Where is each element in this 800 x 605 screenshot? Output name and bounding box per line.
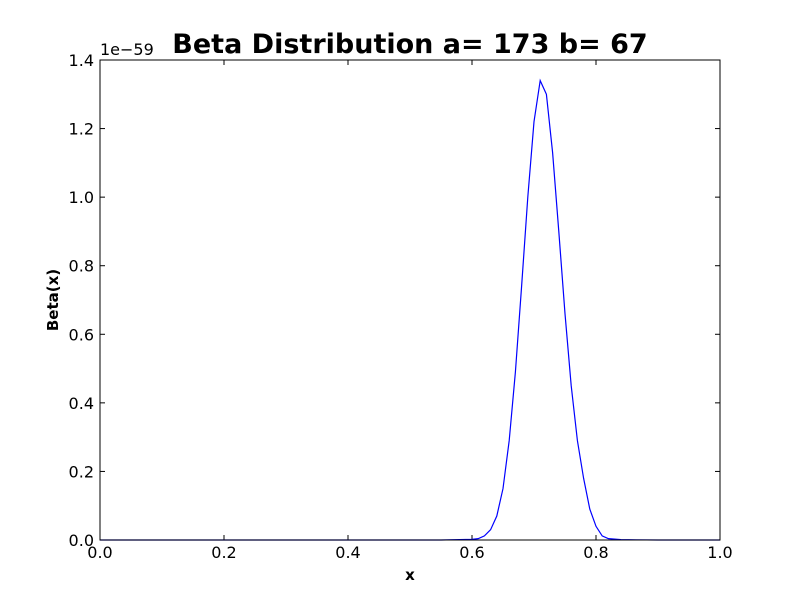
y-tick-label: 0.8 [69,257,94,276]
series-layer [100,78,720,541]
y-tick-label: 0.4 [69,394,94,413]
y-tick-label: 1.0 [69,188,94,207]
ticks-layer: 0.0 0.2 0.4 0.6 0.8 1.0 0.0 0.2 0.4 0.6 0.8 1.0 1.2 1… [69,51,733,562]
series-line [100,78,720,541]
y-tick-label: 0.6 [69,325,94,344]
y-tick-label: 0.2 [69,462,94,481]
x-axis-label: x [405,566,415,584]
y-tick-label: 1.4 [69,51,94,70]
y-tick-label: 1.2 [69,120,94,139]
chart-title: Beta Distribution a= 173 b= 67 [172,29,647,60]
x-tick-label: 0.2 [211,543,236,562]
x-tick-label: 0.4 [335,543,360,562]
plot-area [100,60,720,540]
y-tick-label: 0.0 [69,531,94,550]
y-axis-label: Beta(x) [44,269,62,331]
plot-frame [99,59,721,541]
y-axis-offset-text: 1e−59 [100,40,154,59]
x-tick-label: 0.0 [87,543,112,562]
x-tick-label: 1.0 [707,543,732,562]
x-tick-label: 0.8 [583,543,608,562]
x-tick-label: 0.6 [459,543,484,562]
